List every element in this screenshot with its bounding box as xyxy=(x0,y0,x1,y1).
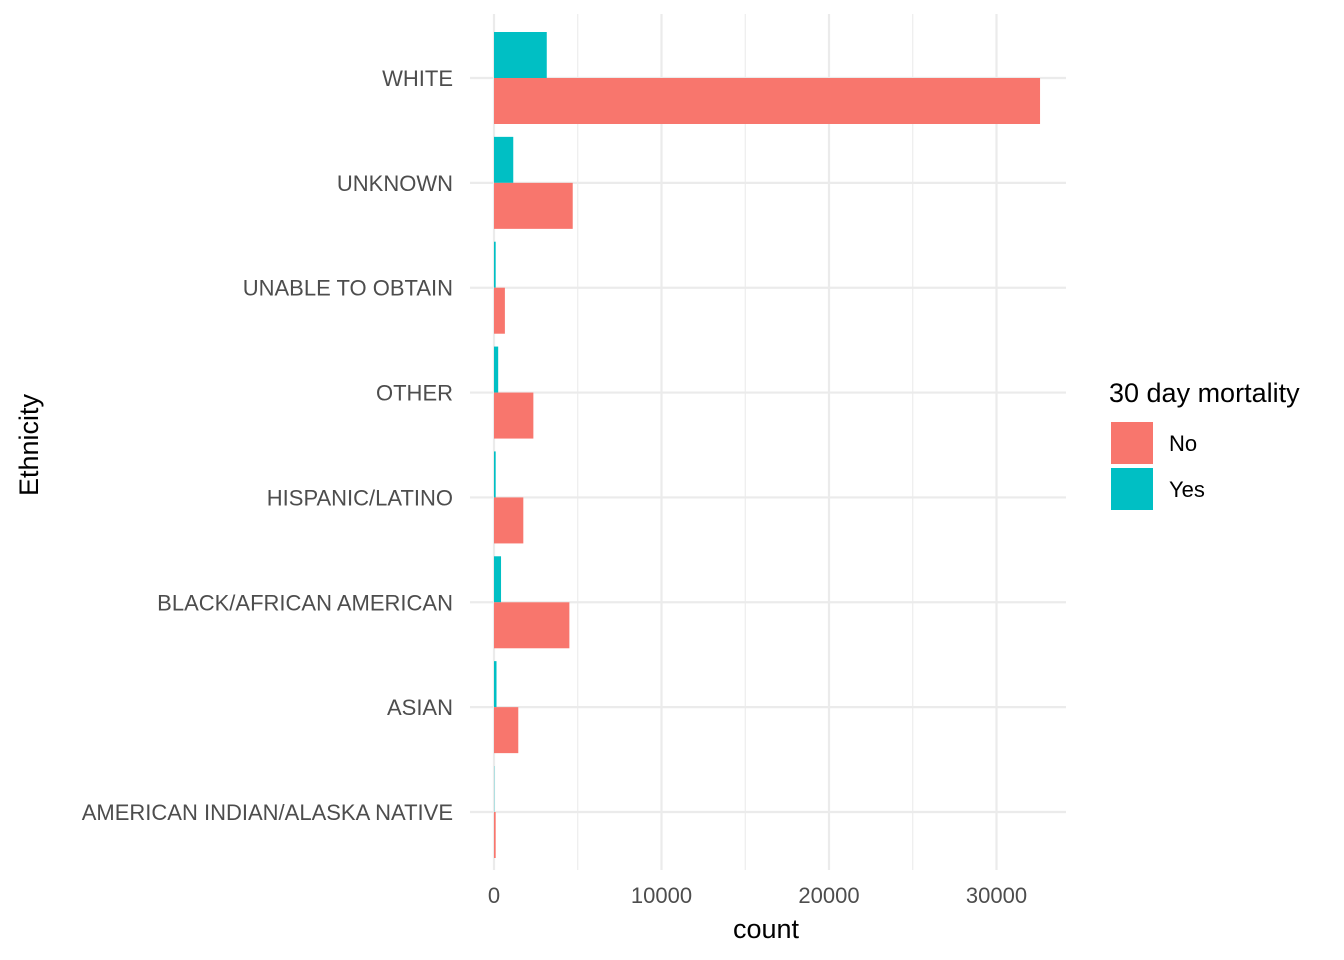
legend-swatch xyxy=(1111,468,1153,510)
x-tick-label: 10000 xyxy=(631,883,692,908)
legend-label: No xyxy=(1169,431,1197,456)
x-tick-label: 0 xyxy=(488,883,500,908)
x-tick-label: 20000 xyxy=(798,883,859,908)
y-tick-label: HISPANIC/LATINO xyxy=(267,485,453,510)
x-tick-label: 30000 xyxy=(966,883,1027,908)
bar-yes xyxy=(494,346,499,393)
bar-no xyxy=(494,287,505,334)
y-tick-labels: WHITE UNKNOWN UNABLE TO OBTAIN OTHER HISPANI… xyxy=(82,66,453,825)
legend-items: No Yes xyxy=(1111,422,1205,510)
y-axis-title: Ethnicity xyxy=(14,393,44,496)
legend-swatch xyxy=(1111,422,1153,464)
bar-no xyxy=(494,78,1041,124)
bar-no xyxy=(494,707,519,754)
bar-no xyxy=(494,497,524,544)
y-tick-label: BLACK/AFRICAN AMERICAN xyxy=(157,590,453,615)
legend-label: Yes xyxy=(1169,477,1205,502)
y-tick-label: OTHER xyxy=(376,381,453,406)
legend-title: 30 day mortality xyxy=(1109,378,1300,408)
legend: 30 day mortality No Yes xyxy=(1109,378,1300,510)
bar-no xyxy=(494,811,496,858)
bars xyxy=(494,32,1041,858)
bar-yes xyxy=(494,32,547,78)
y-tick-label: AMERICAN INDIAN/ALASKA NATIVE xyxy=(82,800,453,825)
bar-yes xyxy=(494,136,514,183)
x-tick-labels: 0 10000 20000 30000 xyxy=(488,883,1027,908)
grid-lines xyxy=(470,14,1066,870)
y-tick-label: ASIAN xyxy=(387,695,453,720)
bar-no xyxy=(494,392,534,439)
bar-no xyxy=(494,182,573,229)
x-axis-title: count xyxy=(733,914,800,944)
bar-yes xyxy=(494,556,502,603)
bar-yes xyxy=(494,661,497,708)
y-tick-label: UNKNOWN xyxy=(337,171,453,196)
y-tick-label: WHITE xyxy=(382,66,453,91)
bar-yes xyxy=(494,451,496,498)
y-tick-label: UNABLE TO OBTAIN xyxy=(243,276,453,301)
bar-yes xyxy=(494,241,496,288)
bar-no xyxy=(494,602,570,649)
